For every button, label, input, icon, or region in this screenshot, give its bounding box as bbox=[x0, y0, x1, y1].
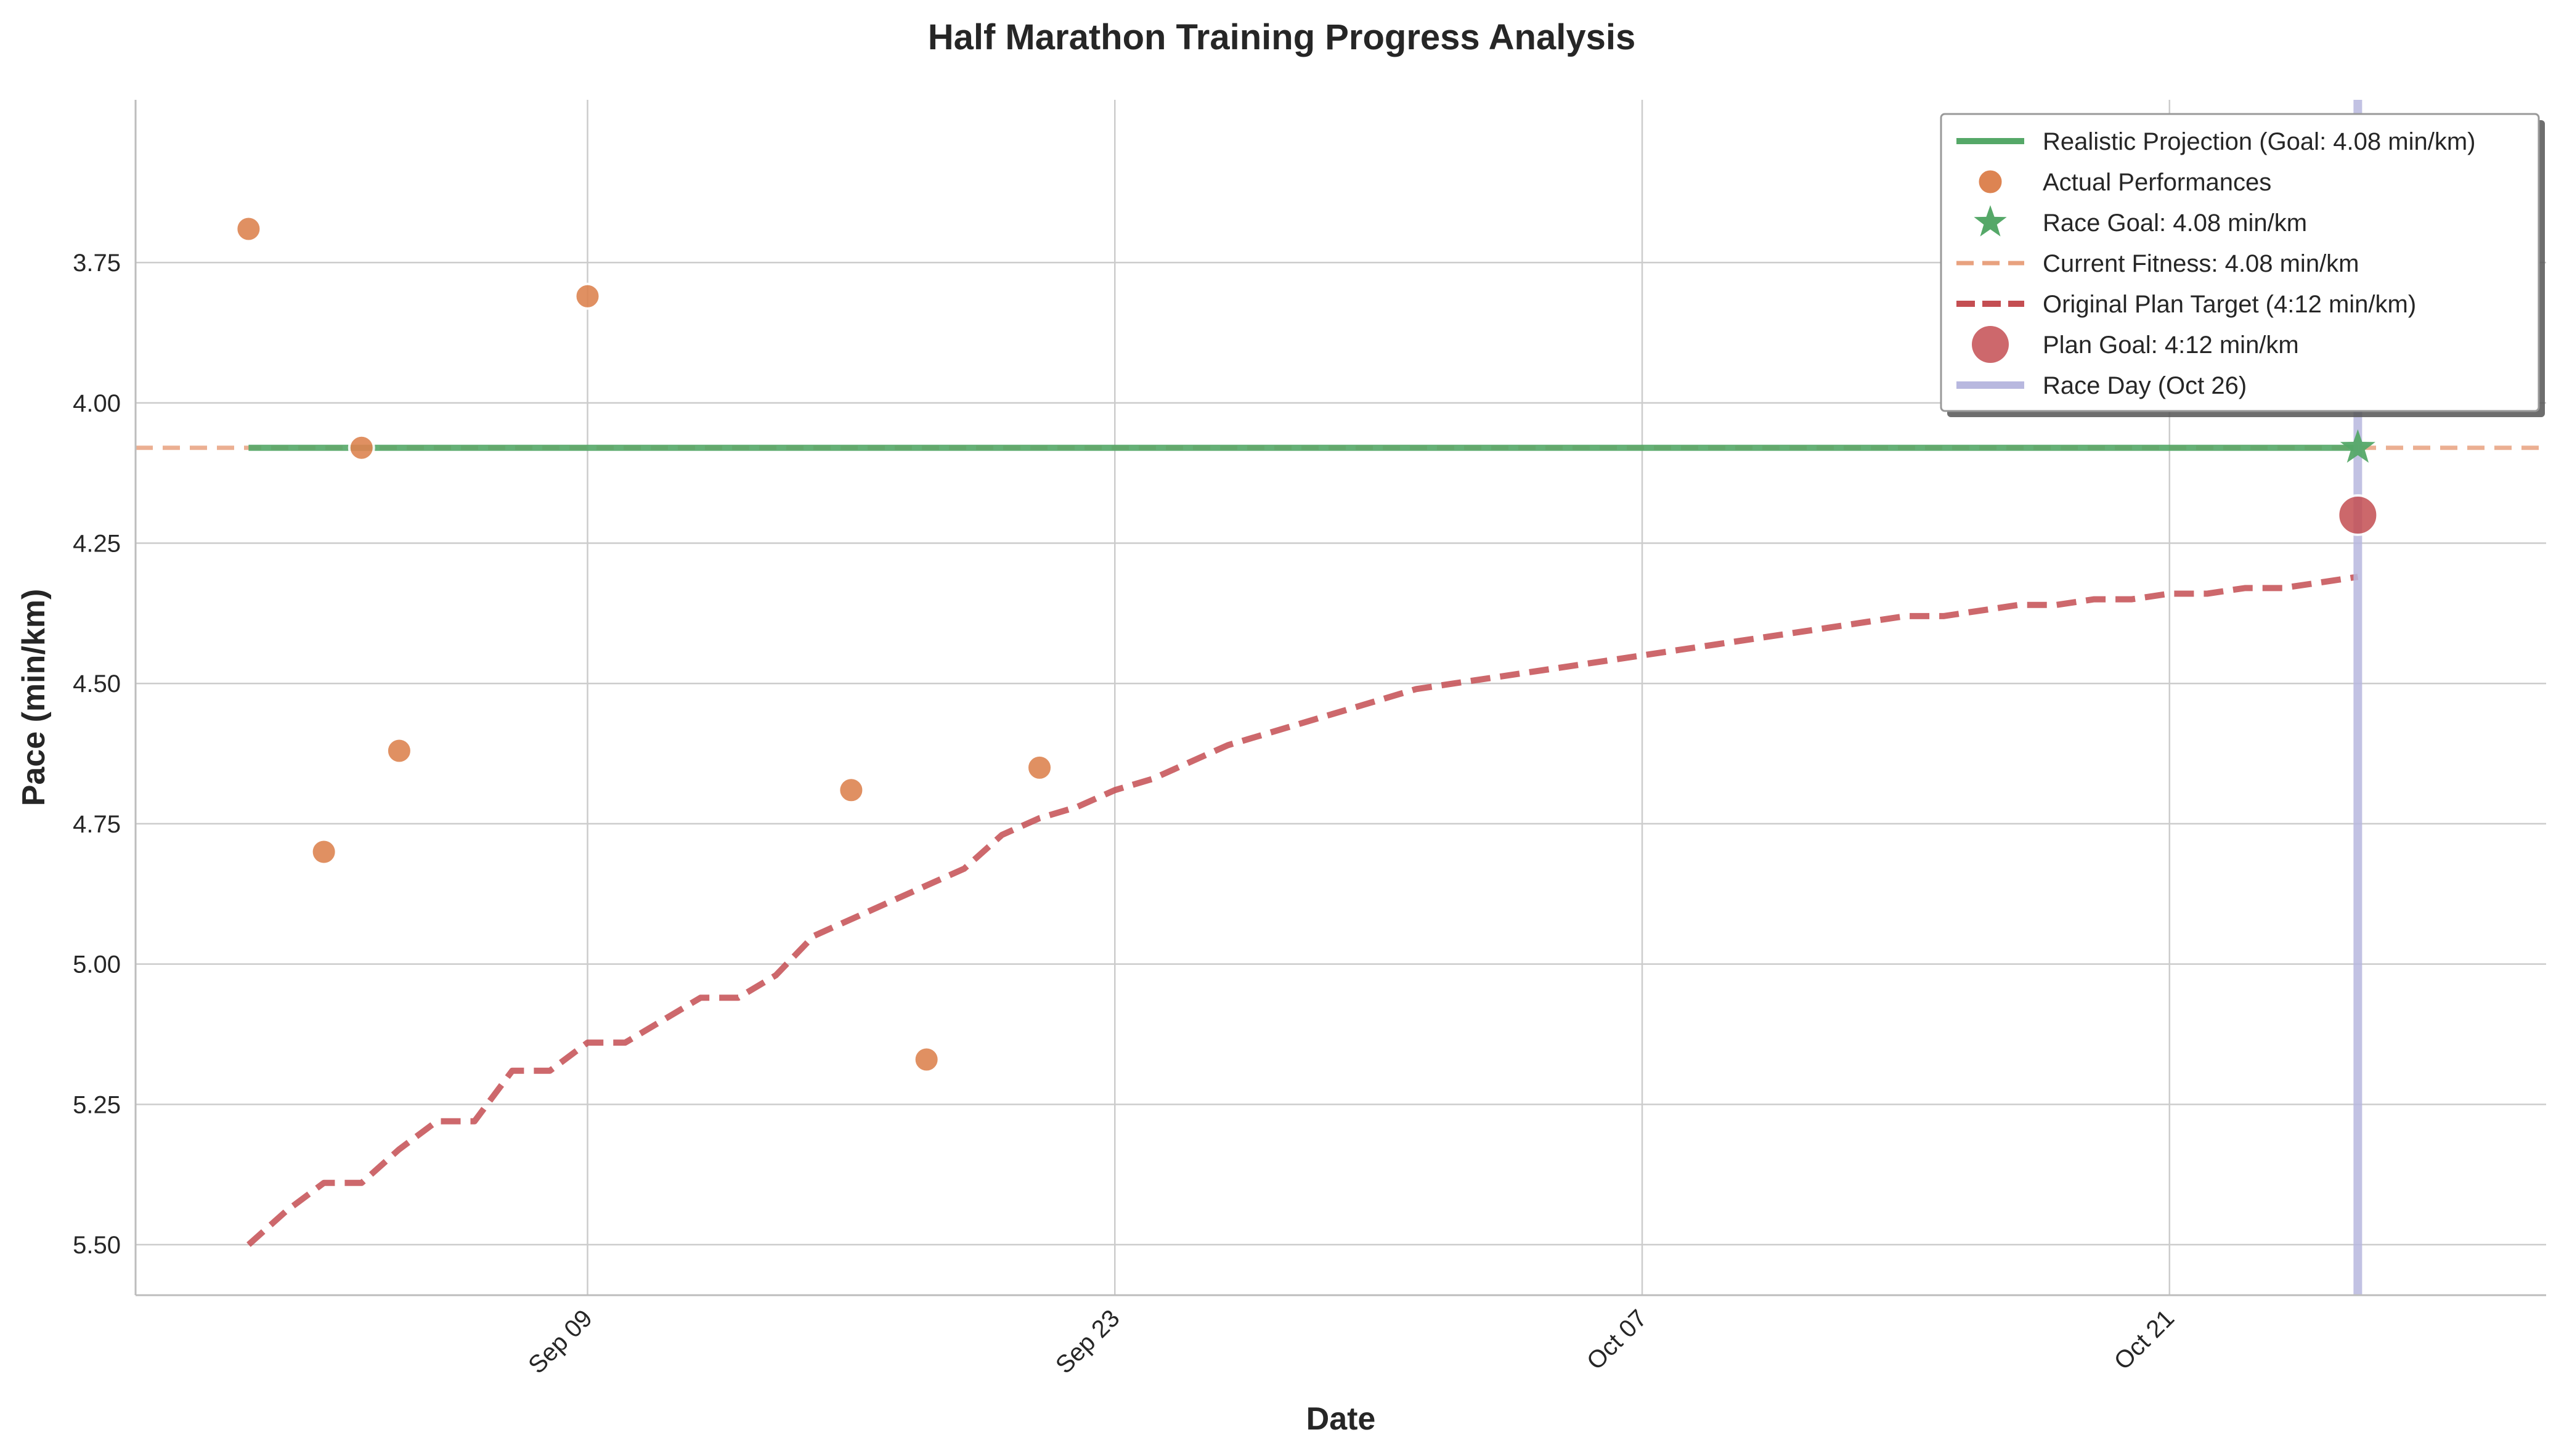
y-tick-label: 5.00 bbox=[73, 951, 121, 978]
legend-entry: Realistic Projection (Goal: 4.08 min/km) bbox=[2043, 128, 2475, 155]
actual-performance-point bbox=[235, 215, 263, 243]
legend-swatch bbox=[1972, 326, 2009, 363]
y-tick-label: 4.00 bbox=[73, 390, 121, 417]
actual-performance-point bbox=[913, 1046, 940, 1073]
original-plan-line bbox=[246, 574, 2359, 1247]
legend-swatch bbox=[1974, 205, 2007, 237]
plan-goal-marker bbox=[2337, 494, 2379, 536]
actual-performance-point bbox=[385, 737, 413, 765]
legend-box bbox=[1940, 113, 2540, 412]
race-goal-marker bbox=[2340, 429, 2375, 463]
actual-performance-point bbox=[310, 838, 338, 866]
x-axis-label: Date bbox=[1306, 1401, 1376, 1437]
y-tick-label: 3.75 bbox=[73, 250, 121, 277]
legend: Realistic Projection (Goal: 4.08 min/km)… bbox=[1940, 113, 2545, 417]
actual-performance-point bbox=[1026, 754, 1053, 781]
y-tick-label: 4.50 bbox=[73, 670, 121, 697]
legend-entry: Actual Performances bbox=[2043, 169, 2271, 196]
y-tick-label: 5.50 bbox=[73, 1232, 121, 1259]
y-tick-label: 4.75 bbox=[73, 811, 121, 838]
actual-performance-point bbox=[348, 434, 375, 462]
y-tick-label: 4.25 bbox=[73, 531, 121, 558]
legend-swatch bbox=[1977, 168, 2004, 195]
y-axis-label: Pace (min/km) bbox=[16, 589, 52, 807]
plot-area bbox=[136, 100, 2546, 1295]
legend-entry: Race Goal: 4.08 min/km bbox=[2043, 209, 2307, 237]
legend-entry: Current Fitness: 4.08 min/km bbox=[2043, 250, 2359, 277]
y-tick-label: 5.25 bbox=[73, 1091, 121, 1118]
legend-entry: Race Day (Oct 26) bbox=[2043, 372, 2247, 399]
actual-performance-point bbox=[574, 282, 601, 310]
chart-title: Half Marathon Training Progress Analysis bbox=[928, 17, 1635, 57]
actual-performance-point bbox=[837, 776, 865, 804]
legend-entry: Original Plan Target (4:12 min/km) bbox=[2043, 291, 2416, 318]
legend-entry: Plan Goal: 4:12 min/km bbox=[2043, 331, 2299, 359]
